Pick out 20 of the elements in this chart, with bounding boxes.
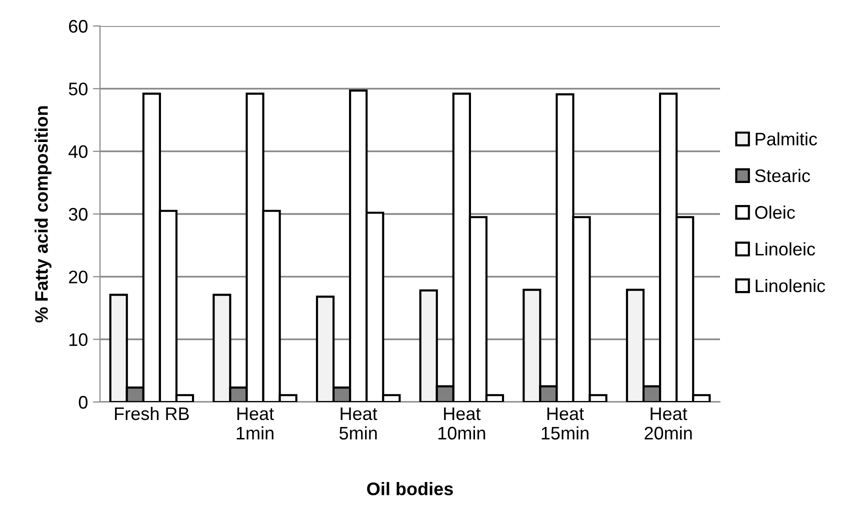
legend-label: Linolenic (756, 278, 826, 292)
y-tick-label: 60 (69, 20, 88, 33)
x-tick-label: Heat 1min (236, 408, 274, 440)
x-tick-label: Heat 5min (339, 408, 378, 440)
x-axis-title: Oil bodies (367, 482, 453, 496)
legend-label: Stearic (755, 168, 810, 182)
legend-label: Palmitic (756, 132, 818, 146)
x-tick-label: Fresh RB (115, 406, 189, 420)
y-tick-label: 40 (68, 145, 88, 158)
x-tick-label: Heat 10min (438, 408, 486, 440)
y-axis-title: % Fatty acid composition (34, 106, 52, 322)
y-tick-label: 50 (68, 82, 88, 96)
x-tick-label: Heat 15min (542, 408, 588, 440)
y-tick-label: 0 (78, 396, 88, 409)
y-tick-label: 20 (69, 270, 88, 284)
legend-label: Linoleic (756, 242, 816, 256)
x-tick-label: Heat 20min (644, 408, 692, 440)
legend-label: Oleic (755, 206, 795, 219)
y-tick-label: 30 (68, 208, 88, 221)
y-tick-label: 10 (69, 333, 88, 346)
